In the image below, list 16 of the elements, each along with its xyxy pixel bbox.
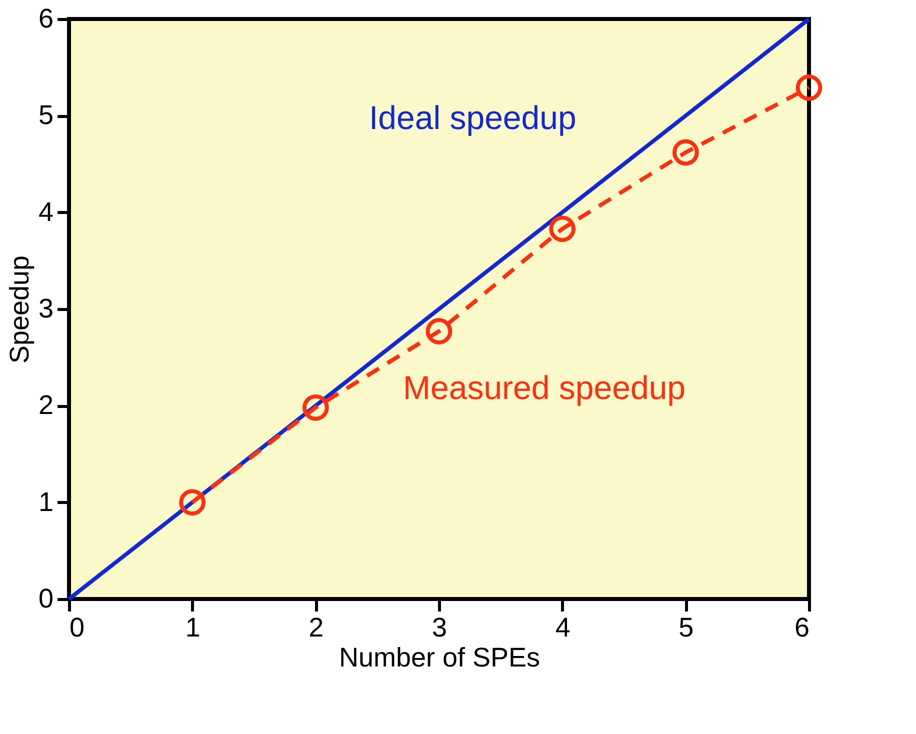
x-axis-title: Number of SPEs (338, 642, 540, 672)
y-tick-label: 5 (38, 100, 54, 130)
y-tick-label: 0 (38, 584, 54, 614)
x-tick-label: 4 (555, 612, 570, 642)
y-axis-title: Speedup (4, 255, 34, 364)
y-tick-label: 4 (38, 196, 54, 227)
x-tick-label: 6 (794, 612, 810, 642)
x-tick-label: 2 (308, 612, 324, 642)
y-tick-label: 6 (38, 4, 54, 34)
x-tick-label: 1 (185, 612, 200, 642)
y-tick-label: 3 (38, 294, 54, 324)
x-tick-label: 0 (70, 612, 85, 642)
x-tick-label: 5 (678, 612, 694, 642)
y-tick-label: 1 (38, 486, 54, 517)
x-tick-label: 3 (432, 612, 448, 642)
y-tick-label: 2 (38, 390, 54, 420)
